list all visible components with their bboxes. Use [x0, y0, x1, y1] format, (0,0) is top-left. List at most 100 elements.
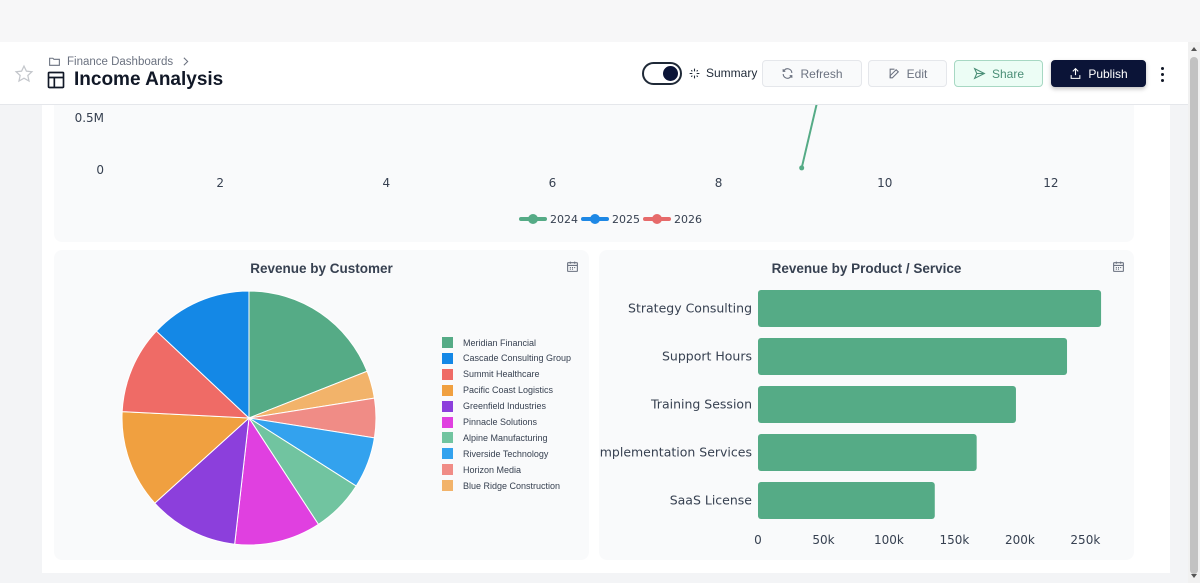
legend-label: Riverside Technology [463, 448, 549, 459]
legend-label: Cascade Consulting Group [463, 353, 572, 364]
folder-icon [49, 57, 60, 66]
legend-swatch [442, 464, 453, 476]
pie-legend-item[interactable]: Riverside Technology [442, 448, 549, 460]
line-chart: 0.5M 0 2 4 6 8 10 12 2024 2025 2026 [75, 96, 1059, 226]
category-label: Strategy Consulting [628, 301, 752, 316]
legend-label: Alpine Manufacturing [463, 432, 548, 443]
line-chart-card: 0.5M 0 2 4 6 8 10 12 2024 2025 2026 [54, 85, 1134, 242]
data-point [799, 165, 805, 171]
legend-label: Horizon Media [463, 464, 522, 475]
page-title: Income Analysis [74, 69, 224, 90]
legend-marker-2024 [528, 214, 538, 224]
pie-legend-item[interactable]: Cascade Consulting Group [442, 352, 572, 364]
legend-swatch [442, 400, 453, 412]
y-tick-label: 0.5M [75, 111, 104, 125]
edit-icon [889, 68, 899, 79]
sparkle-icon [689, 68, 700, 78]
legend-label: Blue Ridge Construction [463, 480, 561, 491]
x-tick-label: 2 [216, 176, 224, 190]
legend-swatch [442, 416, 453, 428]
category-label: Implementation Services [599, 445, 752, 460]
top-gap [0, 0, 1200, 42]
pie-legend-item[interactable]: Pinnacle Solutions [442, 416, 538, 428]
legend-swatch [442, 448, 453, 460]
legend-swatch [442, 384, 453, 396]
breadcrumb-label[interactable]: Finance Dashboards [67, 55, 174, 68]
pie-legend-item[interactable]: Blue Ridge Construction [442, 480, 561, 492]
pie-legend-item[interactable]: Horizon Media [442, 464, 522, 476]
pie-chart-card: Revenue by Customer Meridian Financial Ca… [54, 250, 589, 560]
edit-button[interactable]: Edit [868, 60, 947, 87]
refresh-button[interactable]: Refresh [762, 60, 862, 87]
scroll-up-arrow[interactable] [1191, 47, 1197, 51]
pie-legend-item[interactable]: Summit Healthcare [442, 368, 540, 380]
x-tick-label: 200k [1005, 533, 1035, 547]
summary-toggle[interactable] [642, 62, 682, 85]
publish-label: Publish [1088, 66, 1128, 81]
scroll-down-arrow[interactable] [1191, 574, 1197, 578]
bar [758, 434, 977, 471]
refresh-icon [783, 68, 793, 79]
bar-chart-card: Revenue by Product / Service Strategy Co… [599, 250, 1134, 560]
legend-swatch [442, 352, 453, 364]
calendar-icon[interactable] [566, 260, 579, 273]
y-tick-label: 0 [96, 163, 104, 177]
dashboard-header: Finance Dashboards Income Analysis Summa… [0, 42, 1188, 105]
bar [758, 290, 1102, 327]
category-label: SaaS License [670, 493, 753, 508]
pie-chart-title: Revenue by Customer [250, 261, 393, 276]
send-icon [973, 67, 986, 80]
x-tick-label: 0 [754, 533, 762, 547]
title-box: Income Analysis [46, 69, 223, 91]
pie-legend-item[interactable]: Alpine Manufacturing [442, 432, 548, 444]
calendar-icon[interactable] [1112, 260, 1125, 273]
pie-slice [234, 416, 320, 546]
breadcrumb[interactable]: Finance Dashboards [48, 55, 192, 68]
category-label: Training Session [650, 397, 752, 412]
x-tick-label: 250k [1070, 533, 1100, 547]
pie-legend-item[interactable]: Meridian Financial [442, 337, 536, 348]
x-tick-label: 4 [382, 176, 390, 190]
x-tick-label: 8 [715, 176, 723, 190]
legend-label: Pinnacle Solutions [463, 417, 538, 427]
legend-label-2025: 2025 [612, 213, 640, 226]
refresh-label: Refresh [800, 66, 843, 81]
share-button[interactable]: Share [954, 60, 1043, 87]
pie-slice [121, 411, 251, 504]
summary-control[interactable]: Summary [688, 66, 757, 80]
bar [758, 482, 935, 519]
pie-slice [155, 290, 250, 420]
pie-legend-item[interactable]: Greenfield Industries [442, 400, 547, 412]
x-tick-label: 10 [877, 176, 892, 190]
legend-swatch [442, 368, 453, 380]
legend-label: Greenfield Industries [463, 401, 547, 412]
x-tick-label: 100k [874, 533, 904, 547]
pie-slice [154, 416, 250, 545]
pie-slice [248, 290, 368, 419]
pie-legend-item[interactable]: Pacific Coast Logistics [442, 384, 554, 396]
category-label: Support Hours [662, 349, 752, 364]
scrollbar-thumb[interactable] [1190, 57, 1198, 574]
dashboard-layout-icon [47, 71, 65, 89]
legend-marker-2025 [590, 214, 600, 224]
bar [758, 386, 1016, 423]
legend-label-2026: 2026 [674, 213, 702, 226]
pie-slice [121, 330, 251, 419]
bar-chart-title: Revenue by Product / Service [771, 261, 962, 276]
upload-icon [1070, 67, 1081, 79]
more-options-icon[interactable] [1156, 64, 1168, 84]
publish-button[interactable]: Publish [1051, 60, 1146, 87]
legend-swatch [442, 337, 453, 348]
legend-swatch [442, 432, 453, 444]
legend-label: Pacific Coast Logistics [463, 385, 554, 396]
edit-label: Edit [906, 66, 928, 81]
x-tick-label: 6 [549, 176, 557, 190]
legend-marker-2026 [652, 214, 662, 224]
pie-chart [121, 290, 377, 546]
toggle-knob [663, 66, 678, 81]
legend-label-2024: 2024 [550, 213, 578, 226]
scrollbar[interactable] [1188, 42, 1200, 583]
star-icon[interactable] [14, 64, 34, 84]
bar-chart: Strategy Consulting Support Hours Training… [599, 290, 1102, 547]
summary-label: Summary [706, 66, 758, 80]
